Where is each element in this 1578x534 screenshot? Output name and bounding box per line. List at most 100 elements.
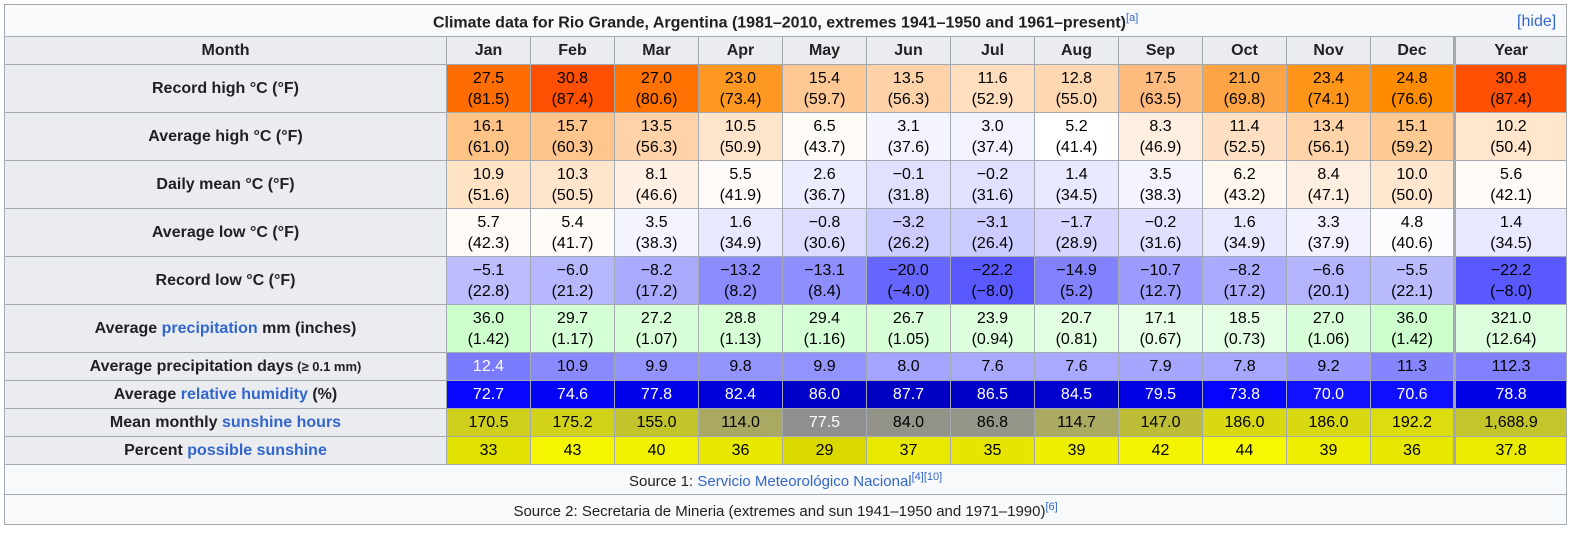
data-cell: 29.7 (1.17) (530, 304, 615, 353)
data-cell: 186.0 (1286, 408, 1371, 437)
data-cell: 43 (530, 436, 615, 465)
data-cell: 21.0 (69.8) (1202, 64, 1287, 113)
data-cell: −6.0 (21.2) (530, 256, 615, 305)
data-cell: 15.1 (59.2) (1370, 112, 1455, 161)
data-cell: 114.0 (698, 408, 783, 437)
month-header-nov: Nov (1286, 36, 1371, 65)
data-cell: 36.0 (1.42) (1370, 304, 1455, 353)
data-cell: −5.5 (22.1) (1370, 256, 1455, 305)
table-row: Record low °C (°F) −5.1 (22.8) −6.0 (21.2) −8… (4, 256, 1568, 305)
data-cell: 6.5 (43.7) (782, 112, 867, 161)
source-2: Source 2: Secretaria de Mineria (extreme… (3, 494, 1568, 525)
data-cell: 6.2 (43.2) (1202, 160, 1287, 209)
data-cell: 175.2 (530, 408, 615, 437)
data-cell: 27.5 (81.5) (446, 64, 531, 113)
year-cell: 10.2 (50.4) (1452, 112, 1568, 161)
data-cell: 13.5 (56.3) (866, 64, 951, 113)
data-cell: 8.1 (46.6) (614, 160, 699, 209)
row-label: Daily mean °C (°F) (4, 160, 447, 209)
data-cell: 40 (614, 436, 699, 465)
header-row: Month Jan Feb Mar Apr May Jun Jul Aug Sep Oct Nov D… (4, 36, 1568, 65)
data-cell: 170.5 (446, 408, 531, 437)
row-label-link[interactable]: possible sunshine (187, 442, 327, 459)
row-label: Average low °C (°F) (4, 208, 447, 257)
hide-toggle[interactable]: [hide] (1517, 13, 1557, 30)
data-cell: 17.1 (0.67) (1118, 304, 1203, 353)
year-cell: 321.0 (12.64) (1452, 304, 1568, 353)
table-row: Mean monthly sunshine hours 170.5 175.2 155… (4, 408, 1568, 437)
data-cell: 37 (866, 436, 951, 465)
data-cell: 13.5 (56.3) (614, 112, 699, 161)
data-cell: −14.9 (5.2) (1034, 256, 1119, 305)
data-cell: 4.8 (40.6) (1370, 208, 1455, 257)
data-cell: 86.5 (950, 380, 1035, 409)
data-cell: 39 (1034, 436, 1119, 465)
caption-ref[interactable]: [a] (1126, 11, 1139, 24)
data-cell: 72.7 (446, 380, 531, 409)
data-cell: 7.6 (1034, 352, 1119, 381)
data-cell: 36.0 (1.42) (446, 304, 531, 353)
month-header-sep: Sep (1118, 36, 1203, 65)
data-cell: 27.0 (1.06) (1286, 304, 1371, 353)
data-cell: 8.0 (866, 352, 951, 381)
data-cell: 147.0 (1118, 408, 1203, 437)
source-1-refs[interactable]: [4][10] (911, 471, 943, 483)
data-cell: 17.5 (63.5) (1118, 64, 1203, 113)
data-cell: 7.6 (950, 352, 1035, 381)
data-cell: 24.8 (76.6) (1370, 64, 1455, 113)
data-cell: 84.5 (1034, 380, 1119, 409)
data-cell: 1.6 (34.9) (1202, 208, 1287, 257)
data-cell: 27.2 (1.07) (614, 304, 699, 353)
row-label: Average precipitation mm (inches) (4, 304, 447, 353)
data-cell: 9.2 (1286, 352, 1371, 381)
data-cell: 5.5 (41.9) (698, 160, 783, 209)
row-label-link[interactable]: precipitation (161, 320, 258, 337)
data-cell: 10.0 (50.0) (1370, 160, 1455, 209)
table-row: Average precipitation days (≥ 0.1 mm) 12.… (4, 352, 1568, 381)
year-cell: −22.2 (−8.0) (1452, 256, 1568, 305)
data-cell: −3.2 (26.2) (866, 208, 951, 257)
year-cell: 1.4 (34.5) (1452, 208, 1568, 257)
data-cell: 42 (1118, 436, 1203, 465)
data-cell: −1.7 (28.9) (1034, 208, 1119, 257)
source-2-refs[interactable]: [6] (1045, 501, 1058, 513)
month-header-jun: Jun (866, 36, 951, 65)
data-cell: 16.1 (61.0) (446, 112, 531, 161)
data-cell: 155.0 (614, 408, 699, 437)
year-header: Year (1452, 36, 1568, 65)
table-row: Average precipitation mm (inches) 36.0 (1.… (4, 304, 1568, 353)
month-header-apr: Apr (698, 36, 783, 65)
year-cell: 37.8 (1452, 436, 1568, 465)
source-1-link[interactable]: Servicio Meteorológico Nacional (697, 473, 912, 490)
data-cell: 3.5 (38.3) (614, 208, 699, 257)
data-cell: 86.8 (950, 408, 1035, 437)
row-label: Record low °C (°F) (4, 256, 447, 305)
data-cell: 27.0 (80.6) (614, 64, 699, 113)
data-cell: 5.7 (42.3) (446, 208, 531, 257)
data-cell: 73.8 (1202, 380, 1287, 409)
data-cell: −5.1 (22.8) (446, 256, 531, 305)
data-cell: 23.4 (74.1) (1286, 64, 1371, 113)
row-label-link[interactable]: sunshine hours (221, 414, 342, 431)
data-cell: 20.7 (0.81) (1034, 304, 1119, 353)
data-cell: −22.2 (−8.0) (950, 256, 1035, 305)
month-header-jan: Jan (446, 36, 531, 65)
month-header-dec: Dec (1370, 36, 1455, 65)
climate-table: Climate data for Rio Grande, Argentina (… (3, 4, 1568, 525)
data-cell: 1.6 (34.9) (698, 208, 783, 257)
row-label: Average relative humidity (%) (4, 380, 447, 409)
data-cell: 186.0 (1202, 408, 1287, 437)
month-header-aug: Aug (1034, 36, 1119, 65)
data-cell: 12.4 (446, 352, 531, 381)
data-cell: −13.2 (8.2) (698, 256, 783, 305)
data-cell: 35 (950, 436, 1035, 465)
year-cell: 78.8 (1452, 380, 1568, 409)
row-label-link[interactable]: relative humidity (180, 386, 308, 403)
data-cell: 3.3 (37.9) (1286, 208, 1371, 257)
data-cell: 23.0 (73.4) (698, 64, 783, 113)
data-cell: −8.2 (17.2) (614, 256, 699, 305)
year-cell: 1,688.9 (1452, 408, 1568, 437)
data-cell: 82.4 (698, 380, 783, 409)
year-cell: 30.8 (87.4) (1452, 64, 1568, 113)
